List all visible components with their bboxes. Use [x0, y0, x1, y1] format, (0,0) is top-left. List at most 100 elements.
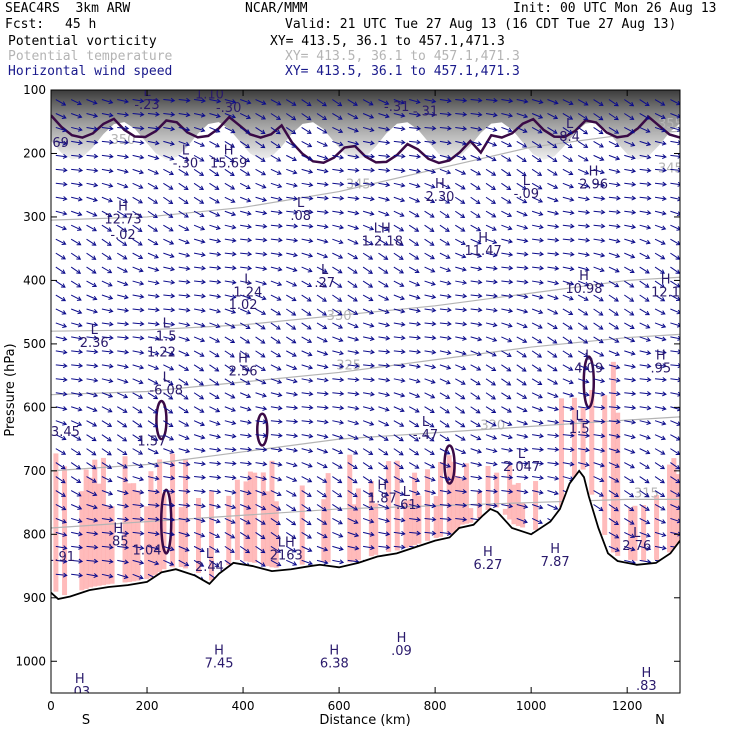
- wind-vector: [485, 238, 497, 244]
- wind-vector-head: [507, 142, 513, 148]
- wind-vector: [193, 196, 204, 204]
- wind-vector: [408, 210, 420, 218]
- wind-vector-head: [537, 157, 542, 163]
- wind-vector-head: [508, 251, 514, 257]
- wind-vector-head: [507, 337, 513, 343]
- wind-vector-head: [139, 364, 145, 370]
- extremum-value: 2.56: [229, 365, 258, 380]
- wind-vector: [117, 350, 129, 353]
- wind-vector-head: [262, 406, 268, 411]
- wind-vector: [593, 140, 604, 148]
- wind-vector-head: [62, 406, 68, 411]
- wind-vector: [101, 168, 113, 172]
- wind-vector-head: [523, 308, 529, 314]
- wind-vector: [654, 140, 666, 145]
- wind-vector: [301, 531, 312, 539]
- wind-vector: [654, 448, 665, 455]
- wind-vector: [255, 545, 265, 553]
- wind-vector-head: [245, 534, 251, 539]
- wind-vector: [132, 182, 143, 189]
- wind-vector-head: [93, 558, 99, 564]
- wind-vector: [470, 364, 481, 371]
- wind-vector: [285, 518, 296, 526]
- wind-vector: [562, 462, 574, 466]
- wind-vector: [316, 168, 328, 173]
- wind-vector: [455, 503, 467, 507]
- wind-vector: [408, 238, 419, 246]
- wind-vector-head: [431, 139, 437, 145]
- wind-vector: [163, 280, 175, 284]
- wind-vector-head: [260, 325, 266, 330]
- wind-vector-head: [260, 143, 266, 149]
- wind-vector: [178, 322, 190, 326]
- wind-vector: [178, 224, 189, 231]
- wind-vector: [639, 252, 650, 259]
- wind-vector-head: [398, 450, 404, 456]
- wind-vector: [240, 224, 252, 228]
- wind-vector-head: [261, 490, 267, 496]
- wind-vector-head: [292, 169, 298, 175]
- wind-vector: [577, 322, 588, 330]
- wind-vector-head: [324, 391, 329, 397]
- wind-vector: [532, 238, 544, 242]
- wind-vector: [301, 322, 312, 330]
- wind-vector: [209, 168, 219, 176]
- wind-vector-head: [385, 140, 391, 145]
- wind-vector: [393, 406, 405, 412]
- wind-vector: [593, 252, 605, 257]
- extremum-letter: H: [329, 644, 339, 659]
- model-title: SEAC4RS 3km ARW: [5, 1, 131, 16]
- wind-vector-head: [569, 432, 575, 438]
- wind-vector-head: [660, 269, 665, 274]
- wind-vector: [301, 434, 313, 438]
- wind-vector-head: [61, 255, 66, 260]
- wind-vector-head: [569, 210, 575, 216]
- wind-vector-head: [646, 405, 652, 411]
- wind-vector: [439, 126, 451, 130]
- wind-vector-head: [169, 240, 175, 245]
- wind-vector-head: [215, 113, 221, 119]
- wind-vector: [501, 126, 512, 132]
- wind-vector-head: [445, 450, 451, 455]
- wind-vector: [301, 518, 312, 525]
- wind-vector-head: [338, 254, 344, 259]
- wind-vector: [332, 462, 343, 469]
- wind-vector: [593, 99, 604, 106]
- wind-vector-head: [201, 488, 206, 494]
- wind-vector-head: [278, 419, 283, 425]
- wind-vector: [316, 545, 328, 551]
- wind-vector-head: [446, 267, 452, 273]
- wind-vector: [393, 434, 404, 442]
- wind-vector: [86, 182, 98, 187]
- wind-vector: [101, 154, 113, 158]
- wind-vector: [670, 476, 680, 484]
- wind-vector: [455, 364, 466, 370]
- pv-contour-cell: [582, 355, 596, 409]
- wind-vector-head: [677, 349, 680, 355]
- wind-vector-head: [139, 169, 144, 175]
- wind-vector-head: [600, 182, 606, 188]
- wind-vector: [409, 364, 421, 368]
- extremum-value: 1.87: [368, 492, 397, 507]
- wind-vector-head: [429, 436, 435, 442]
- wind-vector-head: [139, 321, 145, 327]
- wind-vector-head: [108, 99, 114, 105]
- wind-vector-head: [615, 168, 621, 174]
- wind-vector-head: [462, 140, 467, 146]
- wind-vector: [578, 266, 589, 271]
- wind-vector: [270, 364, 281, 371]
- wind-vector: [577, 364, 589, 370]
- wind-vector: [516, 448, 528, 451]
- wind-vector-head: [661, 140, 667, 146]
- wind-vector: [209, 559, 219, 567]
- wind-vector: [624, 210, 636, 214]
- wind-vector: [332, 378, 344, 381]
- wind-vector-head: [168, 185, 174, 190]
- terrain-surface: [51, 469, 680, 601]
- wind-vector-head: [629, 128, 635, 134]
- wind-vector: [485, 126, 497, 131]
- wind-vector-head: [353, 506, 359, 511]
- wind-vector-head: [199, 366, 205, 372]
- wind-vector-head: [477, 461, 483, 467]
- wind-vector-head: [339, 154, 345, 160]
